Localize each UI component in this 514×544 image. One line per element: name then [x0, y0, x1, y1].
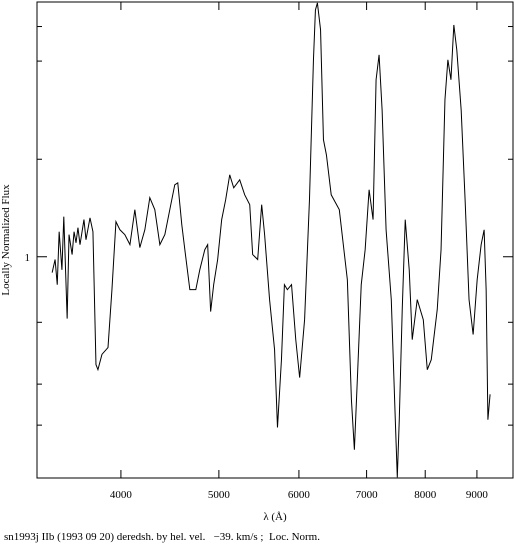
y-axis-label: Locally Normalized Flux	[0, 184, 12, 296]
spectrum-line	[51, 2, 491, 478]
x-axis-label: λ (Å)	[263, 511, 287, 523]
x-tick-label: 8000	[414, 489, 437, 501]
x-tick-label: 7000	[356, 489, 379, 501]
plot-frame	[36, 1, 514, 479]
x-tick-label: 6000	[288, 489, 311, 501]
x-tick-label: 4000	[110, 489, 133, 501]
x-tick-label: 5000	[208, 489, 231, 501]
x-tick-label: 9000	[466, 489, 489, 501]
y-tick-label: 1	[25, 252, 31, 264]
caption: sn1993j IIb (1993 09 20) deredsh. by hel…	[4, 531, 320, 543]
